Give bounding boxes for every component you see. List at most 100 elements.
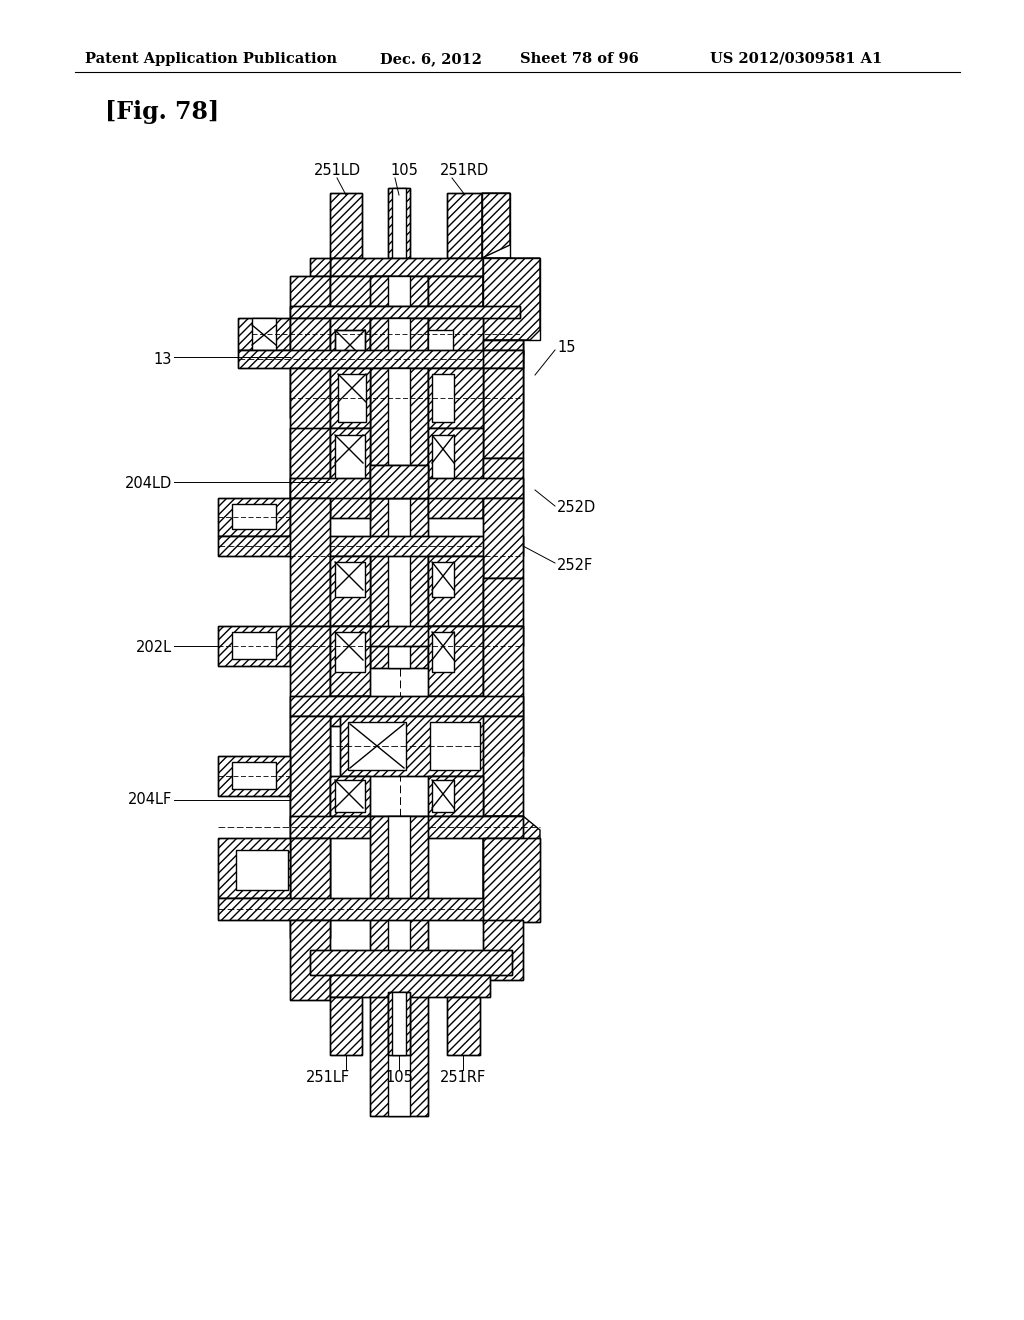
Bar <box>218 536 523 556</box>
Bar <box>428 368 483 428</box>
Bar <box>483 350 523 368</box>
Bar <box>330 696 370 726</box>
Bar <box>330 257 512 276</box>
Bar <box>290 368 330 498</box>
Bar <box>335 632 365 672</box>
Bar <box>290 626 330 826</box>
Bar <box>335 330 365 370</box>
Bar <box>388 187 410 257</box>
Bar <box>370 368 428 668</box>
Bar <box>428 318 483 418</box>
Bar <box>392 187 406 257</box>
Text: 105: 105 <box>385 1071 413 1085</box>
Bar <box>238 318 290 350</box>
Bar <box>290 498 330 628</box>
Bar <box>290 318 330 418</box>
Bar <box>428 696 483 726</box>
Bar <box>432 780 454 812</box>
Bar <box>290 478 523 498</box>
Bar <box>218 498 290 536</box>
Bar <box>335 330 365 360</box>
Bar <box>370 276 428 306</box>
Bar <box>310 257 330 276</box>
Bar <box>483 838 540 921</box>
Bar <box>483 458 523 517</box>
Bar <box>340 715 488 776</box>
Bar <box>483 341 523 418</box>
Bar <box>432 436 454 480</box>
Bar <box>483 498 523 578</box>
Bar <box>330 428 370 517</box>
Bar <box>428 776 483 816</box>
Bar <box>290 428 330 517</box>
Bar <box>370 465 428 498</box>
Bar <box>330 318 370 418</box>
Bar <box>388 318 410 418</box>
Bar <box>428 776 483 816</box>
Bar <box>335 562 365 597</box>
Bar <box>370 816 428 1115</box>
Bar <box>428 276 483 306</box>
Bar <box>483 276 523 356</box>
Polygon shape <box>482 193 510 257</box>
Bar <box>432 632 454 672</box>
Bar <box>290 715 330 906</box>
Bar <box>290 478 523 498</box>
Bar <box>252 318 276 350</box>
Bar <box>428 626 483 696</box>
Text: US 2012/0309581 A1: US 2012/0309581 A1 <box>710 51 883 66</box>
Bar <box>218 626 290 667</box>
Bar <box>428 428 483 517</box>
Bar <box>238 350 523 368</box>
Bar <box>483 838 540 921</box>
Bar <box>330 368 370 428</box>
Bar <box>290 276 330 331</box>
Bar <box>483 578 523 626</box>
Bar <box>218 536 523 556</box>
Bar <box>330 696 370 726</box>
Bar <box>218 898 523 920</box>
Text: 204LD: 204LD <box>125 477 172 491</box>
Bar <box>310 950 512 975</box>
Bar <box>330 776 370 816</box>
Bar <box>330 556 370 626</box>
Bar <box>290 626 330 826</box>
Bar <box>447 997 480 1055</box>
Bar <box>338 374 366 422</box>
Text: 13: 13 <box>154 351 172 367</box>
Bar <box>483 626 523 756</box>
Polygon shape <box>483 257 540 341</box>
Bar <box>290 306 520 318</box>
Bar <box>218 626 290 667</box>
Polygon shape <box>483 816 540 920</box>
Bar <box>370 816 428 1115</box>
Bar <box>447 193 482 257</box>
Bar <box>392 993 406 1055</box>
Text: [Fig. 78]: [Fig. 78] <box>105 100 219 124</box>
Text: 251LF: 251LF <box>306 1071 350 1085</box>
Bar <box>428 626 483 696</box>
Text: 204LF: 204LF <box>128 792 172 808</box>
Bar <box>335 436 365 480</box>
Bar <box>330 626 370 696</box>
Bar <box>432 374 454 422</box>
Bar <box>310 257 330 276</box>
Bar <box>483 920 523 979</box>
Bar <box>483 276 523 356</box>
Bar <box>290 318 330 418</box>
Bar <box>483 368 523 458</box>
Bar <box>232 762 276 789</box>
Text: 252D: 252D <box>557 500 596 516</box>
Bar <box>232 504 276 529</box>
Bar <box>428 428 483 517</box>
Bar <box>483 715 523 816</box>
Bar <box>218 838 290 898</box>
Bar <box>340 715 488 776</box>
Bar <box>483 368 523 458</box>
Bar <box>330 975 490 997</box>
Bar <box>370 368 428 668</box>
Bar <box>236 850 288 890</box>
Bar <box>290 276 330 331</box>
Bar <box>290 920 330 1001</box>
Bar <box>483 458 523 517</box>
